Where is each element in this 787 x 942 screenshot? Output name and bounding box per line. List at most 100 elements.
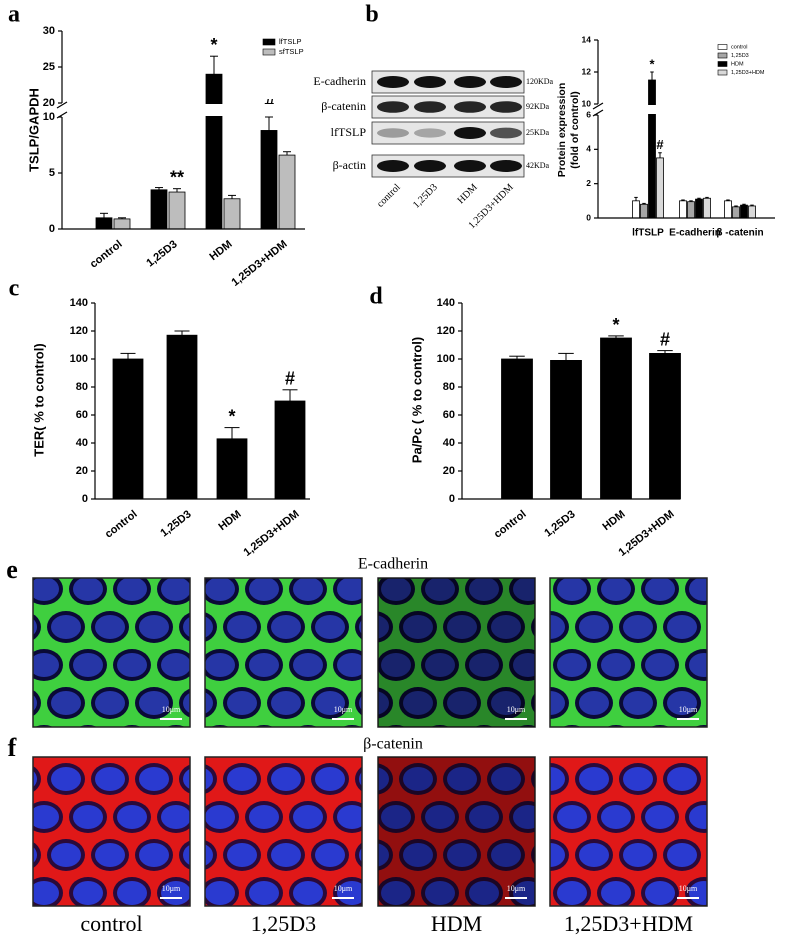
condition-label: HDM [431,911,482,936]
y-axis-label: TER( % to control) [31,343,46,456]
x-tick-label: 1,25D3 [158,508,193,539]
micrograph [549,577,708,728]
y-axis-label: Pa/Pc ( % to control) [409,337,424,463]
error-bar [705,196,709,199]
micrograph [204,756,363,907]
panel-label: b [365,2,378,28]
x-tick-label: control [88,238,125,270]
bar [150,189,168,230]
y-tick-label: 80 [443,381,455,393]
error-bar [118,217,126,219]
micrograph [377,756,536,907]
scale-bar-label: 10μm [679,705,698,714]
error-bar [173,188,181,193]
root: aTSLP/GAPDH0510202530*#**control1,25D3HD… [6,2,775,936]
x-tick-label: HDM [216,508,243,533]
blot-band [414,160,446,172]
blot-band [490,127,522,139]
x-tick-label: lfTSLP [632,228,664,239]
error-bar [658,152,662,158]
y-tick-label: 0 [586,212,591,222]
significance-mark: # [285,369,295,389]
y-tick-label: 20 [443,465,455,477]
panel-label: f [8,733,17,762]
error-bar [697,197,701,200]
legend-swatch [262,38,276,46]
y-tick-label: 0 [449,493,455,505]
significance-mark: * [210,35,217,55]
blot-band [454,76,486,88]
bar [260,130,278,230]
error-bar [228,194,236,199]
legend-label: control [731,44,748,50]
error-bar [726,199,730,201]
micrograph [204,577,363,728]
break-mark [56,111,68,119]
scale-bar-label: 10μm [162,705,181,714]
y-tick-label: 80 [76,381,88,393]
significance-mark: * [228,406,235,426]
blot-band [377,76,409,88]
bar [166,334,198,500]
error-bar [650,71,654,80]
blot-band [377,128,409,138]
micrograph [549,756,708,907]
scale-bar-label: 10μm [507,884,526,893]
y-tick-label: 10 [582,98,592,108]
micrograph [32,577,191,728]
legend-label: lfTSLP [279,37,302,46]
blot-row-label: lfTSLP [331,125,367,139]
bar [695,198,703,219]
y-tick-label: 120 [437,325,455,337]
micrograph [377,577,536,728]
error-bar [681,199,685,201]
y-tick-label: 120 [70,325,88,337]
bar [632,200,640,219]
bar [168,191,186,230]
bar [679,200,687,219]
legend-swatch [717,61,728,67]
bar [687,201,695,219]
blot-band [490,101,522,113]
blot-strip [371,95,525,119]
bar [740,204,748,219]
blot-band [490,76,522,88]
legend-swatch [262,48,276,56]
blot-band [454,101,486,113]
error-bar [174,330,190,336]
y-tick-label: 25 [43,61,55,73]
blot-band [414,101,446,113]
error-bar [210,55,218,75]
micrograph [32,756,191,907]
bar [205,73,223,230]
y-tick-label: 0 [49,223,55,235]
blot-size-label: 42KDa [526,161,550,170]
y-tick-label: 140 [437,297,455,309]
error-bar [100,212,108,218]
y-tick-label: 20 [43,97,55,109]
bar [223,198,241,230]
bar [640,203,648,219]
x-tick-label: 1,25D3 [144,238,179,269]
bar [649,352,681,500]
blot-band [414,128,446,138]
micrograph-shade [378,757,535,906]
error-bar [689,200,693,202]
bar [278,154,296,230]
y-tick-label: 14 [582,34,592,44]
y-tick-label: 5 [49,167,55,179]
blot-band [414,76,446,88]
legend-swatch [717,69,728,76]
image-row-title: E-cadherin [358,556,428,573]
axis-break [592,105,775,114]
break-mark [592,102,604,110]
error-bar [282,389,298,401]
blot-lane-label: control [375,182,403,210]
scale-bar-label: 10μm [679,884,698,893]
y-axis-label: (fold of control) [569,91,581,169]
x-tick-label: β -catenin [716,228,763,239]
scale-bar-label: 10μm [507,705,526,714]
condition-label: 1,25D3 [251,911,316,936]
x-tick-label: 1,25D3+HDM [229,238,289,289]
y-tick-label: 0 [82,493,88,505]
